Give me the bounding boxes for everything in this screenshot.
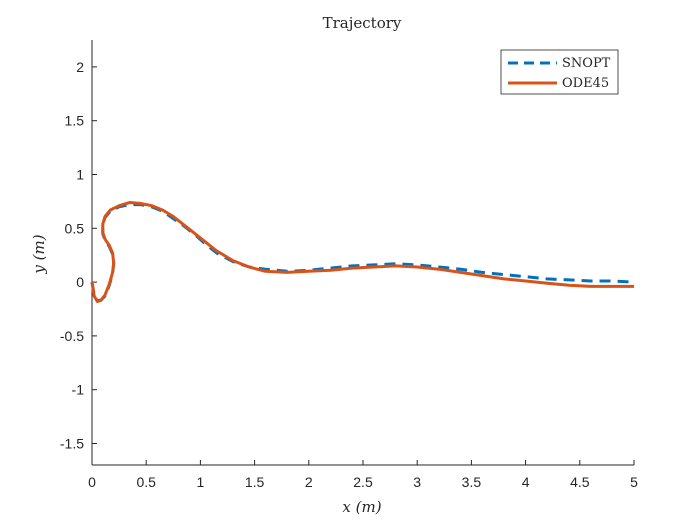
- x-tick-label: 2: [305, 474, 313, 490]
- x-tick-label: 1: [197, 474, 205, 490]
- series-layer: [90, 201, 635, 303]
- x-tick-label: 3: [413, 474, 421, 490]
- legend: SNOPT ODE45: [500, 49, 619, 95]
- y-ticks: -1.5 -1 -0.5 0 0.5 1 1.5 2: [60, 59, 97, 451]
- y-tick-label: 1.5: [65, 113, 85, 129]
- y-tick-label: -1: [72, 382, 85, 398]
- x-ticks: 0 0.5 1 1.5 2 2.5 3 3.5 4 4.5 5: [88, 460, 638, 490]
- legend-label-snopt: SNOPT: [562, 56, 611, 71]
- series-line-snopt: [90, 203, 635, 302]
- x-axis-label: x (m): [342, 498, 381, 516]
- y-tick-label: 2: [76, 59, 84, 75]
- legend-label-ode45: ODE45: [562, 76, 609, 91]
- x-tick-label: 0.5: [136, 474, 156, 490]
- y-tick-label: 0: [76, 274, 84, 290]
- y-tick-label: 1: [76, 166, 84, 182]
- x-tick-label: 0: [88, 474, 96, 490]
- chart-title: Trajectory: [323, 14, 402, 32]
- y-tick-label: -1.5: [60, 435, 84, 451]
- x-tick-label: 2.5: [353, 474, 373, 490]
- y-axis-label: y (m): [30, 234, 48, 274]
- y-tick-label: 0.5: [65, 220, 85, 236]
- x-tick-label: 5: [630, 474, 638, 490]
- series-line-ode45: [90, 201, 634, 303]
- x-tick-label: 1.5: [245, 474, 265, 490]
- x-tick-label: 4: [522, 474, 530, 490]
- x-tick-label: 3.5: [462, 474, 482, 490]
- y-tick-label: -0.5: [60, 328, 84, 344]
- x-tick-label: 4.5: [570, 474, 590, 490]
- legend-box: [500, 49, 619, 95]
